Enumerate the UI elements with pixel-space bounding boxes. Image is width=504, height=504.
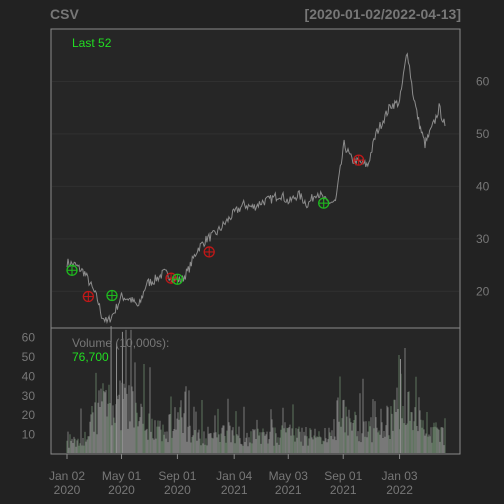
date-range: [2020-01-02/2022-04-13] (305, 6, 461, 22)
x-tick-year: 2020 (54, 483, 81, 497)
sell-marker (203, 246, 215, 258)
volume-y-tick-label: 30 (22, 389, 36, 403)
price-y-tick-label: 60 (476, 74, 490, 88)
price-grid (52, 80, 459, 292)
price-y-tick-label: 20 (476, 284, 490, 298)
buy-marker (66, 264, 78, 276)
x-tick-label: Jan 03 (382, 469, 418, 483)
x-tick-year: 2022 (386, 483, 413, 497)
price-series (66, 52, 446, 325)
price-y-axis: 20 30 40 50 60 (476, 74, 490, 298)
volume-title: Volume (10,000s): (72, 336, 169, 350)
x-tick-label: May 03 (269, 469, 309, 483)
x-tick-year: 2020 (164, 483, 191, 497)
sell-marker (82, 290, 95, 303)
x-tick-year: 2021 (221, 483, 248, 497)
x-tick-label: Sep 01 (324, 469, 362, 483)
price-y-tick-label: 40 (476, 179, 490, 193)
price-line (66, 52, 446, 325)
price-panel (50, 28, 461, 329)
x-tick-year: 2020 (108, 483, 135, 497)
buy-marker (106, 289, 118, 302)
price-y-tick-label: 30 (476, 232, 490, 246)
x-tick-label: Jan 04 (216, 469, 252, 483)
volume-y-tick-label: 10 (22, 428, 36, 442)
x-tick-year: 2021 (275, 483, 302, 497)
sell-marker (353, 154, 365, 166)
chart-title: CSV (50, 6, 79, 22)
buy-marker (171, 273, 184, 285)
x-tick-label: May 01 (102, 469, 142, 483)
x-tick-label: Jan 02 (49, 469, 85, 483)
volume-last-value: 76,700 (72, 350, 109, 364)
buy-marker (318, 197, 330, 209)
volume-y-tick-label: 50 (22, 350, 36, 364)
price-y-tick-label: 50 (476, 127, 490, 141)
x-tick-label: Sep 01 (158, 469, 196, 483)
sell-marker (165, 272, 177, 284)
volume-y-tick-label: 40 (22, 369, 36, 383)
price-legend-label: Last 52 (72, 36, 112, 50)
x-tick-year: 2021 (330, 483, 357, 497)
volume-y-tick-label: 20 (22, 408, 36, 422)
trade-markers (66, 154, 365, 303)
volume-y-tick-label: 60 (22, 331, 36, 345)
volume-y-axis: 10 20 30 40 50 60 (22, 331, 36, 442)
volume-bars (66, 326, 446, 453)
